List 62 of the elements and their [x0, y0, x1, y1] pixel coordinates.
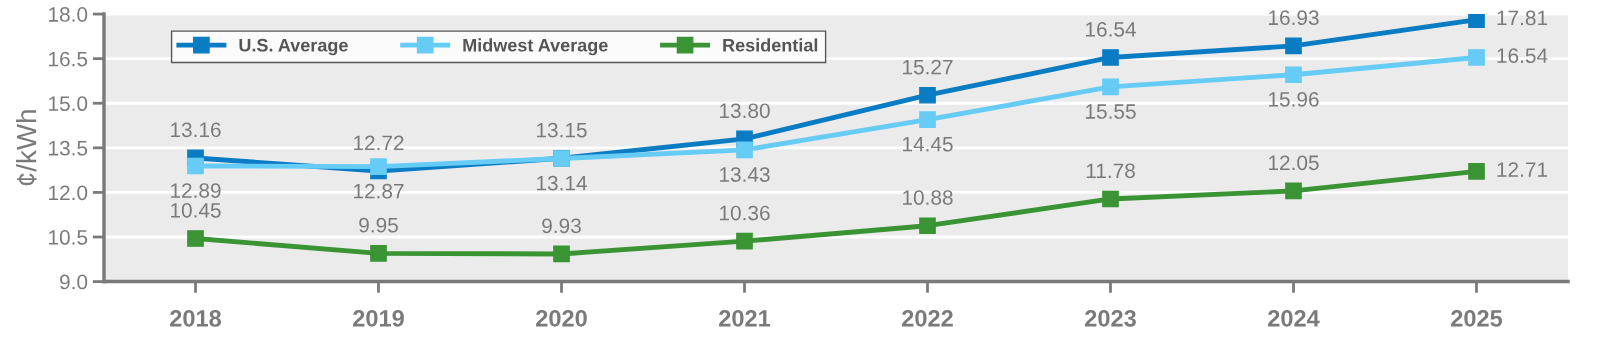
data-label: 17.81 — [1497, 10, 1548, 26]
data-label: 12.05 — [1269, 155, 1319, 171]
data-label: 16.54 — [1497, 48, 1548, 64]
y-tick-label: 13.5 — [49, 140, 88, 156]
data-label: 13.14 — [537, 175, 587, 191]
x-tick-label: 2023 — [1085, 310, 1136, 327]
x-tick-label: 2019 — [353, 310, 404, 327]
point — [1468, 162, 1485, 180]
legend-label: U.S. Average — [239, 38, 348, 56]
point — [187, 157, 204, 175]
data-label: 11.78 — [1086, 163, 1135, 179]
point — [370, 245, 387, 262]
data-label: 16.54 — [1086, 21, 1136, 37]
data-label: 13.80 — [720, 103, 770, 119]
data-label: 15.96 — [1269, 91, 1319, 107]
y-tick-label: 15.0 — [49, 96, 88, 112]
x-tick-label: 2022 — [902, 310, 953, 327]
point — [187, 230, 204, 247]
data-label: 10.88 — [903, 190, 953, 205]
data-label: 15.27 — [903, 59, 953, 75]
point — [1102, 78, 1119, 96]
point — [1285, 66, 1302, 84]
data-label: 13.15 — [537, 122, 587, 138]
y-axis-title: ¢/kWh — [16, 110, 37, 186]
y-tick-label: 9.0 — [60, 274, 88, 290]
point — [1102, 190, 1119, 208]
x-tick-label: 2020 — [536, 310, 587, 327]
point — [736, 232, 753, 250]
data-label: 9.95 — [359, 217, 398, 233]
point — [1468, 49, 1485, 66]
point — [1285, 182, 1302, 200]
data-label: 14.45 — [903, 137, 953, 152]
point — [919, 111, 936, 128]
data-label: 12.71 — [1497, 162, 1548, 177]
y-tick-label: 10.5 — [49, 230, 88, 245]
x-tick-label: 2025 — [1451, 310, 1503, 327]
point — [1285, 37, 1302, 55]
data-label: 15.55 — [1086, 104, 1136, 119]
data-label: 10.36 — [720, 205, 770, 221]
x-tick-label: 2018 — [170, 310, 222, 327]
point — [553, 245, 570, 263]
x-tick-label: 2024 — [1268, 310, 1320, 327]
legend-label: Residential — [723, 38, 818, 52]
data-label: 13.43 — [720, 167, 770, 182]
data-label: 12.72 — [354, 135, 404, 151]
data-label: 10.45 — [171, 202, 221, 218]
data-label: 12.87 — [354, 183, 404, 199]
point — [1468, 14, 1485, 29]
y-tick-label: 18.0 — [49, 7, 88, 22]
point — [370, 158, 387, 175]
point — [919, 217, 936, 235]
data-label: 13.16 — [171, 122, 221, 138]
point — [919, 86, 936, 104]
data-label: 12.89 — [171, 183, 221, 198]
data-label: 16.93 — [1269, 10, 1319, 26]
x-tick-label: 2021 — [719, 310, 771, 327]
legend-label: Midwest Average — [463, 38, 608, 56]
y-tick-label: 12.0 — [49, 185, 88, 201]
point — [736, 141, 753, 159]
y-tick-label: 16.5 — [49, 51, 88, 67]
data-label: 9.93 — [542, 218, 581, 234]
point — [1102, 49, 1119, 66]
